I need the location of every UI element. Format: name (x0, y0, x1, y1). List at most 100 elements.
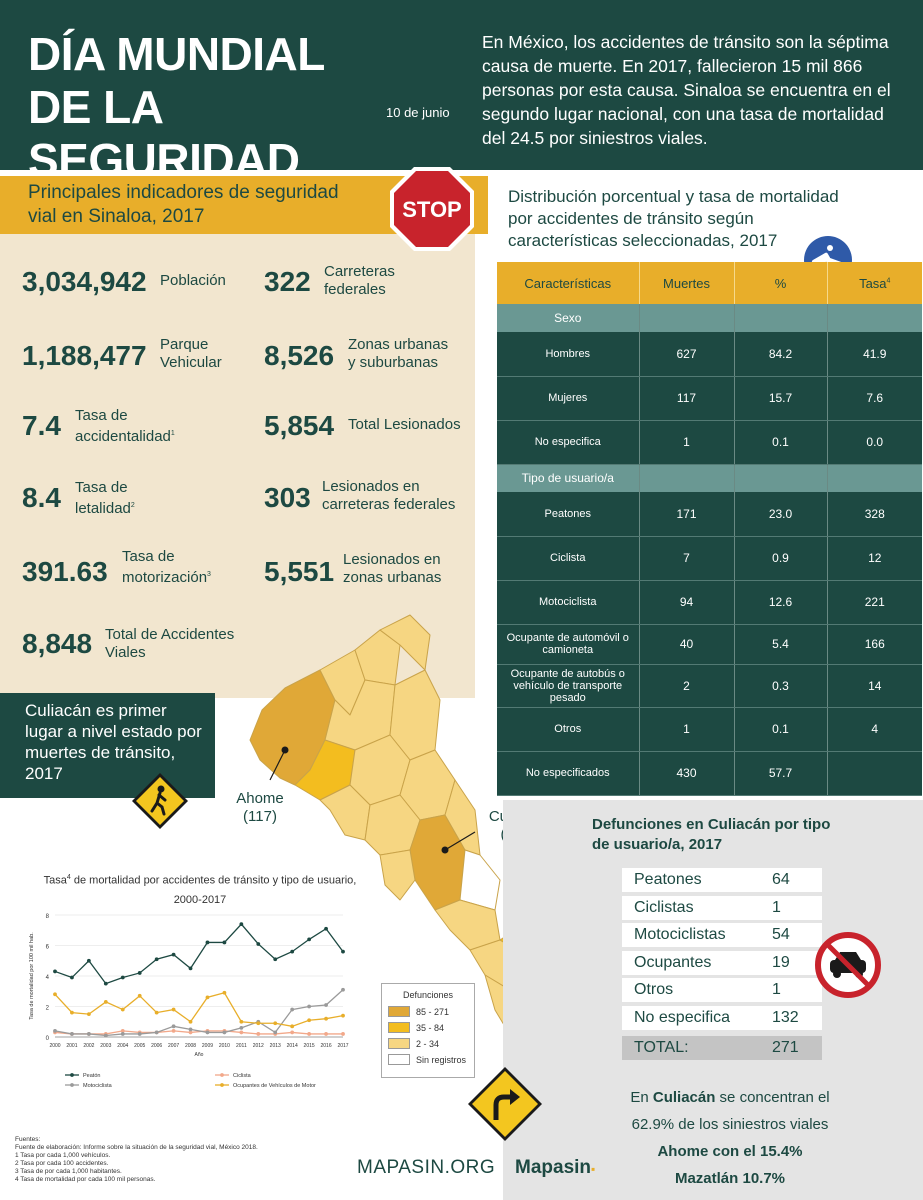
cell-porcentaje: 0.1 (734, 420, 828, 465)
data-point (53, 969, 57, 974)
data-point (307, 1018, 312, 1023)
table-row: Otros 1 0.1 4 (497, 707, 922, 752)
group-label: Tipo de usuario/a (497, 464, 640, 492)
intro-text: En México, los accidentes de tránsito so… (482, 32, 891, 148)
map-legend: Defunciones 85 - 271 35 - 84 2 - 34 Sin reg… (381, 983, 475, 1078)
death-type-label: Peatones (634, 871, 702, 888)
cell-caracteristica: No especificados (497, 751, 640, 796)
data-point (205, 995, 210, 1000)
data-point (53, 1029, 57, 1033)
y-tick-label: 4 (46, 975, 50, 981)
data-point (154, 1010, 159, 1015)
stat-label-parque-vehicular: Parque Vehicular (160, 336, 222, 371)
data-point (171, 952, 176, 957)
col-header-porcentaje: % (734, 262, 828, 304)
cell-tasa: 221 (827, 580, 922, 625)
line-chart-title: Tasa4 de mortalidad por accidentes de tr… (43, 874, 357, 906)
stat-value-total-lesionados: 5,854 (264, 410, 335, 441)
closing-line-3: Ahome con el 15.4% (657, 1143, 803, 1160)
x-tick-label: 2002 (83, 1043, 94, 1049)
data-point (256, 942, 261, 946)
cell-muertes: 430 (639, 751, 735, 796)
stat-value-accidentalidad: 7.4 (22, 410, 61, 441)
curve-right-sign-icon (468, 1067, 542, 1141)
x-tick-label: 2004 (117, 1043, 128, 1049)
stat-value-motorizacion: 391.63 (22, 556, 108, 587)
cell-caracteristica: Peatones (497, 492, 640, 537)
data-point (70, 1032, 74, 1036)
data-point (222, 940, 227, 945)
culiacan-deaths-title: Defunciones en Culiacán por tipo de usua… (592, 816, 831, 853)
indicators-title: Principales indicadores de seguridad via… (28, 182, 339, 227)
indicators-panel (0, 230, 475, 698)
cell-muertes: 627 (639, 332, 735, 377)
data-point (171, 1024, 176, 1029)
cell-tasa: 166 (827, 624, 922, 665)
cell-muertes: 7 (639, 536, 735, 581)
cell-tasa (827, 751, 922, 796)
cell-tasa: 0.0 (827, 420, 922, 465)
cell-porcentaje: 12.6 (734, 580, 828, 625)
table-row: Mujeres 117 15.7 7.6 (497, 376, 922, 421)
series-line (54, 923, 344, 985)
data-point (307, 1004, 312, 1009)
y-tick-label: 6 (46, 945, 50, 951)
y-axis-label: Tasa de mortalidad por 100 mil hab. (29, 932, 35, 1020)
data-point (273, 1030, 278, 1035)
data-point (273, 957, 278, 962)
legend-marker (220, 1083, 224, 1087)
cell-tasa: 12 (827, 536, 922, 581)
data-point (120, 975, 125, 980)
map-legend-item: 2 - 34 (388, 1038, 468, 1049)
cell-porcentaje: 5.4 (734, 624, 828, 665)
x-tick-label: 2012 (253, 1043, 264, 1049)
data-point (290, 949, 295, 954)
culiacan-deaths-row: No especifica 132 (622, 1005, 822, 1030)
data-point (154, 1030, 159, 1035)
stat-label-poblacion: Población (160, 272, 226, 289)
stat-label-lesionados-urbanas: Lesionados en zonas urbanas (343, 551, 442, 586)
data-point (324, 1032, 328, 1036)
death-type-value: 132 (772, 1008, 799, 1026)
death-type-label: Otros (634, 981, 674, 998)
stat-value-carreteras: 322 (264, 266, 311, 297)
y-tick-label: 8 (46, 914, 50, 920)
legend-swatch (388, 1038, 410, 1049)
data-point (341, 1013, 345, 1018)
legend-swatch (388, 1054, 410, 1065)
legend-marker (70, 1083, 74, 1087)
table-row: Ocupante de autobús o vehículo de transp… (497, 664, 922, 708)
cell-muertes: 117 (639, 376, 735, 421)
data-point (70, 975, 74, 980)
data-point (137, 971, 142, 975)
data-point (341, 1032, 345, 1036)
map-legend-item: Sin registros (388, 1054, 468, 1065)
col-header-caracteristicas: Características (497, 262, 640, 304)
x-tick-label: 2011 (236, 1043, 247, 1049)
data-point (256, 1021, 261, 1026)
data-point (188, 966, 193, 971)
stat-value-total-accidentes: 8,848 (22, 628, 93, 659)
site-url[interactable]: MAPASIN.ORG (357, 1157, 496, 1178)
data-point (341, 987, 345, 992)
distribution-title: Distribución porcentual y tasa de mortal… (508, 187, 839, 250)
data-point (290, 1030, 295, 1035)
cell-porcentaje: 57.7 (734, 751, 828, 796)
x-tick-label: 2007 (168, 1043, 179, 1049)
cell-caracteristica: Ciclista (497, 536, 640, 581)
data-point (239, 1025, 244, 1030)
closing-line-2: 62.9% de los siniestros viales (631, 1116, 829, 1133)
distribution-table: Características Muertes % Tasa4 Sexo Homb… (497, 262, 922, 796)
table-group-row: Sexo (497, 304, 922, 332)
data-point (324, 1003, 328, 1007)
data-point (53, 992, 57, 997)
stat-value-parque-vehicular: 1,188,477 (22, 340, 147, 371)
cell-tasa: 41.9 (827, 332, 922, 377)
data-point (120, 1007, 125, 1012)
culiacan-deaths-row: Ciclistas 1 (622, 895, 822, 920)
legend-marker (70, 1073, 74, 1077)
table-row: No especifica 1 0.1 0.0 (497, 420, 922, 465)
legend-label: Motociclista (83, 1083, 113, 1089)
map-legend-item: 85 - 271 (388, 1006, 468, 1017)
cell-tasa: 14 (827, 664, 922, 708)
